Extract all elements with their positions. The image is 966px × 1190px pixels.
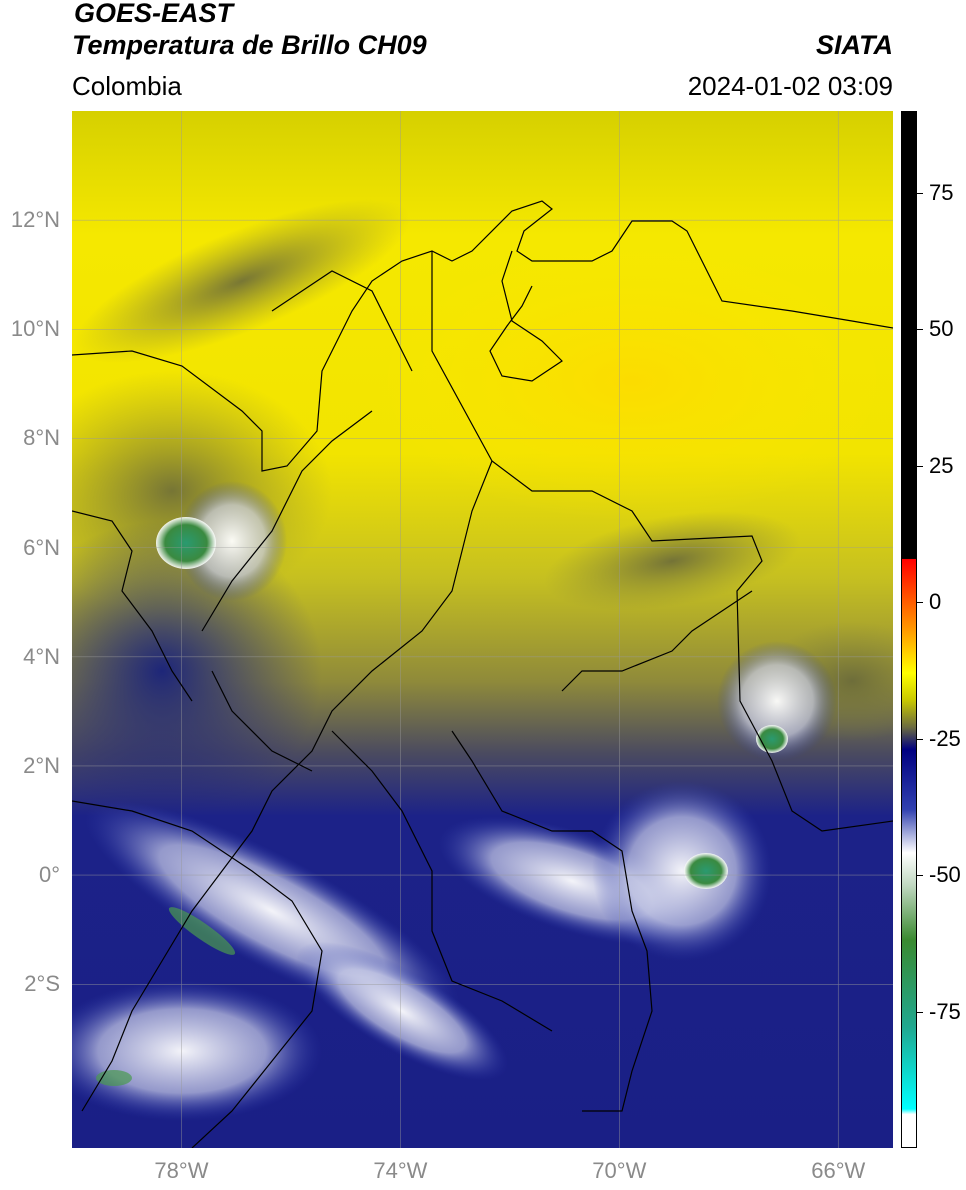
region-label: Colombia xyxy=(72,71,182,101)
colorbar-tick-mark xyxy=(917,602,923,604)
latitude-tick-label: 10°N xyxy=(10,316,60,342)
colorbar-tick-label: 25 xyxy=(929,452,954,478)
datetime-label: 2024-01-02 03:09 xyxy=(687,71,893,101)
colorbar-tick-label: 75 xyxy=(929,179,954,205)
colorbar-tick-mark xyxy=(917,192,923,194)
country-borders xyxy=(72,200,893,1148)
longitude-tick-label: 70°W xyxy=(592,1158,647,1183)
latitude-tick-label: 2°S xyxy=(24,971,60,997)
latitude-tick-label: 12°N xyxy=(10,207,60,233)
colorbar-tick-mark xyxy=(917,738,923,740)
brightness-temperature-field xyxy=(72,111,893,1148)
colorbar-tick-label: 0 xyxy=(929,589,942,615)
latitude-tick-label: 8°N xyxy=(23,425,60,451)
latitude-tick-label: 2°N xyxy=(23,752,60,778)
temperature-colorbar xyxy=(901,111,917,1148)
colorbar-tick-label: -50 xyxy=(929,862,961,888)
colorbar-tick-mark xyxy=(917,875,923,877)
colorbar-tick-mark xyxy=(917,329,923,331)
latitude-tick-label: 4°N xyxy=(23,643,60,669)
convective-core xyxy=(156,517,216,569)
colorbar-tick-mark xyxy=(917,465,923,467)
colorbar-tick-label: 50 xyxy=(929,316,954,342)
product-title: Temperatura de Brillo CH09 xyxy=(72,30,427,60)
latitude-tick-label: 0° xyxy=(38,862,60,888)
longitude-tick-label: 78°W xyxy=(154,1158,209,1183)
colorbar-tick-mark xyxy=(917,1011,923,1013)
latitude-tick-label: 6°N xyxy=(23,534,60,560)
colorbar-tick-label: -75 xyxy=(929,998,961,1024)
satellite-map xyxy=(72,111,893,1148)
convective-core xyxy=(684,853,728,889)
longitude-tick-label: 66°W xyxy=(811,1158,866,1183)
agency-label: SIATA xyxy=(816,30,893,60)
colorbar-tick-label: -25 xyxy=(929,725,961,751)
longitude-tick-label: 74°W xyxy=(373,1158,428,1183)
satellite-title: GOES-EAST xyxy=(74,0,234,28)
gridlines xyxy=(72,111,893,1148)
